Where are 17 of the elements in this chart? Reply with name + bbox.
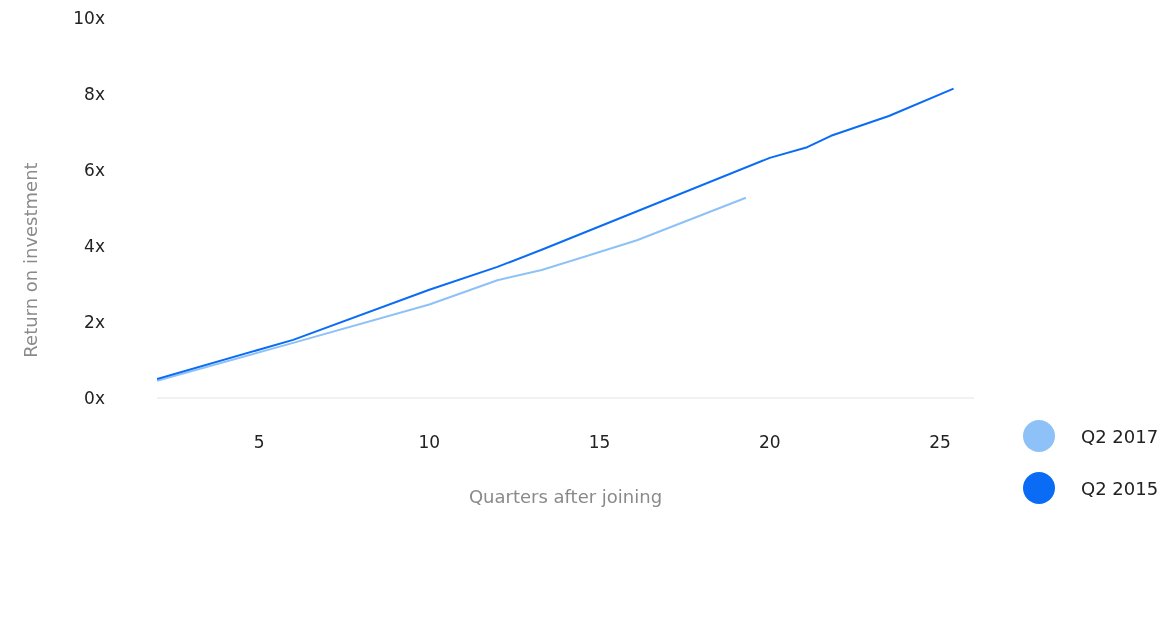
y-tick-label: 4x: [84, 236, 105, 257]
y-tick-label: 0x: [84, 388, 105, 409]
y-tick-label: 2x: [84, 312, 105, 333]
y-tick-label: 6x: [84, 160, 105, 181]
x-tick-label: 25: [929, 432, 951, 453]
x-tick-label: 10: [418, 432, 441, 453]
y-tick-label: 10x: [73, 8, 105, 29]
y-tick-label: 8x: [84, 84, 105, 105]
x-tick-label: 20: [758, 432, 781, 453]
line-series: [157, 196, 747, 382]
x-tick-label: 15: [588, 432, 611, 453]
x-tick-label: 5: [253, 432, 265, 453]
y-axis-title: Return on investment: [20, 162, 42, 358]
x-axis-title: Quarters after joining: [468, 486, 663, 507]
legend-label: Q2 2017: [1081, 425, 1159, 447]
line-series: [157, 87, 955, 380]
legend-label: Q2 2015: [1081, 477, 1159, 499]
